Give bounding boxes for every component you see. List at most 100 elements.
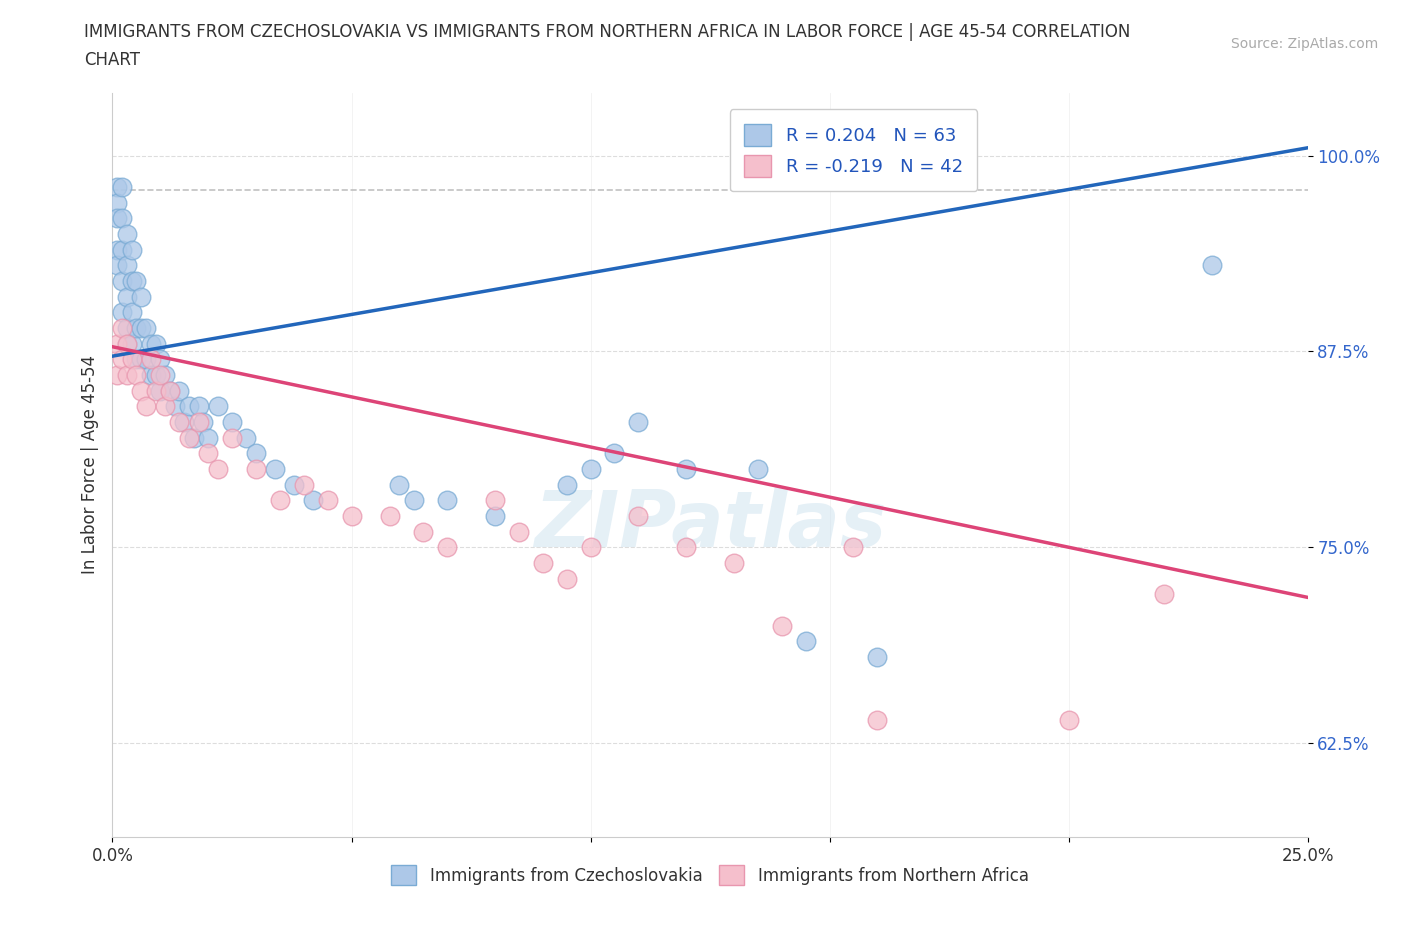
Point	[245, 445, 267, 460]
Point	[603, 445, 626, 460]
Point	[770, 618, 793, 633]
Point	[866, 649, 889, 664]
Point	[723, 555, 745, 570]
Text: CHART: CHART	[84, 51, 141, 69]
Point	[111, 211, 134, 226]
Point	[531, 555, 554, 570]
Point	[555, 571, 578, 586]
Point	[115, 258, 138, 272]
Point	[177, 431, 200, 445]
Point	[402, 493, 425, 508]
Point	[153, 399, 176, 414]
Point	[292, 477, 315, 492]
Point	[149, 383, 172, 398]
Point	[105, 336, 128, 351]
Point	[145, 367, 167, 382]
Point	[627, 509, 650, 524]
Point	[579, 461, 602, 476]
Point	[187, 415, 209, 430]
Point	[125, 273, 148, 288]
Point	[121, 242, 143, 257]
Point	[245, 461, 267, 476]
Point	[129, 321, 152, 336]
Point	[105, 195, 128, 210]
Point	[115, 367, 138, 382]
Point	[794, 633, 817, 648]
Point	[121, 352, 143, 366]
Point	[105, 179, 128, 194]
Point	[135, 321, 157, 336]
Point	[145, 383, 167, 398]
Point	[111, 321, 134, 336]
Point	[302, 493, 325, 508]
Point	[115, 227, 138, 242]
Point	[412, 525, 434, 539]
Point	[115, 336, 138, 351]
Point	[221, 431, 243, 445]
Point	[183, 431, 205, 445]
Point	[111, 305, 134, 320]
Point	[187, 399, 209, 414]
Point	[115, 321, 138, 336]
Point	[283, 477, 305, 492]
Point	[149, 367, 172, 382]
Point	[115, 289, 138, 304]
Point	[169, 383, 191, 398]
Text: IMMIGRANTS FROM CZECHOSLOVAKIA VS IMMIGRANTS FROM NORTHERN AFRICA IN LABOR FORCE: IMMIGRANTS FROM CZECHOSLOVAKIA VS IMMIGR…	[84, 23, 1130, 41]
Point	[484, 509, 506, 524]
Point	[436, 539, 458, 554]
Point	[193, 415, 215, 430]
Point	[135, 399, 157, 414]
Point	[125, 352, 148, 366]
Text: Source: ZipAtlas.com: Source: ZipAtlas.com	[1230, 37, 1378, 51]
Point	[105, 367, 128, 382]
Point	[197, 445, 219, 460]
Point	[221, 415, 243, 430]
Point	[264, 461, 287, 476]
Point	[105, 242, 128, 257]
Point	[555, 477, 578, 492]
Point	[139, 367, 162, 382]
Point	[207, 399, 229, 414]
Point	[121, 336, 143, 351]
Point	[842, 539, 865, 554]
Point	[105, 258, 128, 272]
Point	[111, 242, 134, 257]
Point	[129, 383, 152, 398]
Point	[436, 493, 458, 508]
Point	[125, 321, 148, 336]
Point	[627, 415, 650, 430]
Point	[129, 289, 152, 304]
Point	[269, 493, 291, 508]
Point	[111, 179, 134, 194]
Point	[163, 399, 186, 414]
Point	[135, 352, 157, 366]
Point	[159, 383, 181, 398]
Point	[484, 493, 506, 508]
Point	[139, 336, 162, 351]
Point	[115, 336, 138, 351]
Text: ZIPatlas: ZIPatlas	[534, 486, 886, 563]
Point	[579, 539, 602, 554]
Point	[145, 336, 167, 351]
Y-axis label: In Labor Force | Age 45-54: In Labor Force | Age 45-54	[80, 355, 98, 575]
Point	[111, 352, 134, 366]
Point	[675, 539, 697, 554]
Point	[378, 509, 401, 524]
Point	[173, 415, 195, 430]
Point	[121, 305, 143, 320]
Point	[129, 352, 152, 366]
Point	[1153, 587, 1175, 602]
Point	[121, 273, 143, 288]
Point	[340, 509, 363, 524]
Point	[207, 461, 229, 476]
Point	[177, 399, 200, 414]
Point	[169, 415, 191, 430]
Point	[149, 352, 172, 366]
Point	[111, 273, 134, 288]
Point	[197, 431, 219, 445]
Point	[159, 383, 181, 398]
Point	[153, 367, 176, 382]
Point	[388, 477, 411, 492]
Point	[747, 461, 769, 476]
